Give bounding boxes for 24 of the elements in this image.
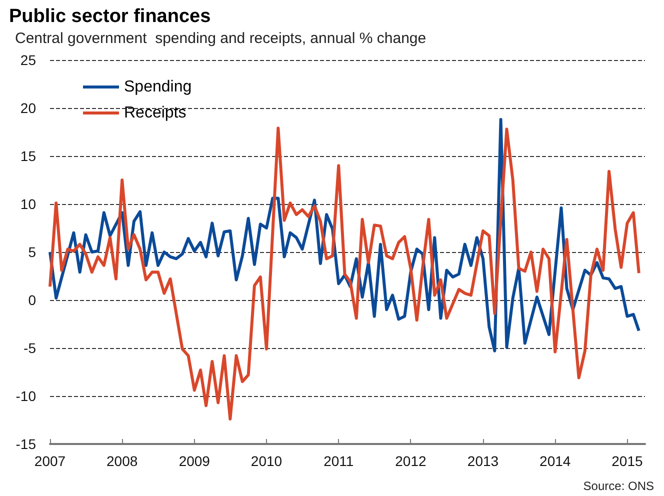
y-tick-label: 15 <box>20 148 36 164</box>
chart-subtitle: Central government spending and receipts, annual % change <box>15 30 426 47</box>
x-tick-label: 2011 <box>324 453 354 469</box>
y-tick-label: 0 <box>28 292 36 308</box>
y-tick-label: 25 <box>20 52 36 68</box>
line-series <box>48 126 640 421</box>
y-tick-label: 20 <box>20 100 36 116</box>
x-tick-label: 2014 <box>540 453 571 469</box>
x-tick-label: 2015 <box>612 453 643 469</box>
legend-label: Spending <box>124 78 192 96</box>
source-note: Source: ONS <box>583 479 654 493</box>
y-tick-label: 10 <box>20 196 36 212</box>
x-tick-label: 2010 <box>250 453 282 469</box>
y-tick-label: -5 <box>24 340 36 356</box>
x-tick-label: 2013 <box>467 453 499 469</box>
chart-title: Public sector finances <box>9 6 211 27</box>
y-tick-label: -10 <box>16 388 36 404</box>
legend-label: Receipts <box>124 104 186 122</box>
x-tick-label: 2009 <box>178 453 210 469</box>
x-tick-label: 2008 <box>106 453 138 469</box>
y-tick-label: -15 <box>16 436 36 452</box>
x-tick-label: 2007 <box>34 453 66 469</box>
y-tick-label: 5 <box>28 244 36 260</box>
x-tick-label: 2012 <box>395 453 426 469</box>
